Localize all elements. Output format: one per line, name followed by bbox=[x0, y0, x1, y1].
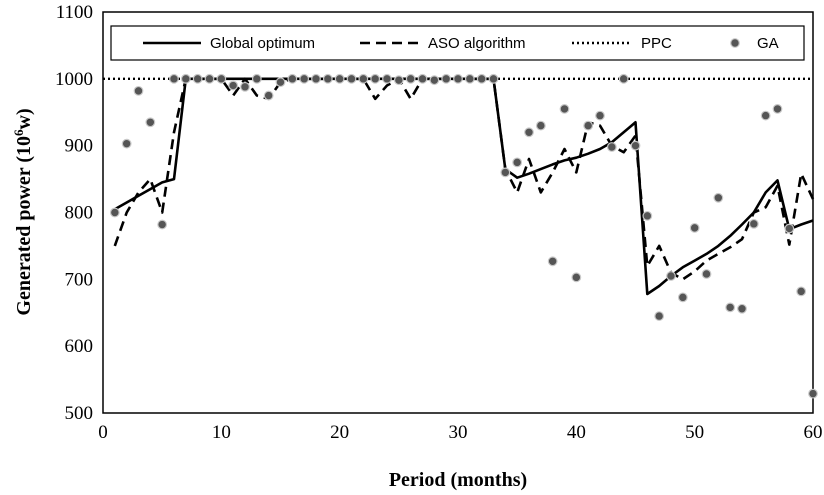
plot-area bbox=[103, 73, 818, 399]
ga-point bbox=[677, 292, 688, 303]
legend-label-ga: GA bbox=[757, 35, 779, 52]
ga-point bbox=[441, 73, 452, 84]
ga-point bbox=[417, 73, 428, 84]
ga-point bbox=[583, 120, 594, 131]
x-axis-title: Period (months) bbox=[389, 469, 527, 491]
x-tick-label: 60 bbox=[804, 422, 823, 443]
ga-point bbox=[689, 222, 700, 233]
plot-frame bbox=[102, 11, 814, 414]
ga-point bbox=[772, 104, 783, 114]
ga-point bbox=[405, 73, 416, 84]
ga-point bbox=[145, 117, 156, 128]
legend-label-global-optimum: Global optimum bbox=[210, 35, 315, 52]
y-axis-title-unit-sup: 6 bbox=[11, 129, 26, 136]
ga-point bbox=[547, 256, 558, 267]
y-axis-title-main: Generated power bbox=[13, 167, 35, 315]
y-axis-title-unit-post: w) bbox=[13, 108, 35, 129]
ga-point bbox=[251, 73, 262, 84]
ga-point bbox=[737, 303, 747, 314]
y-tick-label: 900 bbox=[65, 136, 94, 157]
global-optimum-line bbox=[114, 77, 814, 296]
ga-point bbox=[393, 75, 404, 86]
x-tick-label: 0 bbox=[98, 422, 108, 443]
ga-point bbox=[488, 73, 499, 84]
ga-point bbox=[595, 110, 605, 121]
ga-point bbox=[630, 140, 641, 151]
ga-point bbox=[784, 223, 795, 234]
ga-point bbox=[512, 157, 523, 168]
x-tick-label: 20 bbox=[330, 422, 349, 443]
y-tick-label: 600 bbox=[65, 336, 94, 357]
y-tick-label: 700 bbox=[65, 269, 94, 290]
legend-marker-ga bbox=[730, 38, 740, 48]
ga-point bbox=[453, 73, 463, 84]
ga-point bbox=[192, 73, 203, 84]
ga-point bbox=[666, 271, 676, 281]
ga-point bbox=[204, 73, 215, 84]
legend-label-aso-algorithm: ASO algorithm bbox=[428, 35, 526, 52]
ga-point bbox=[299, 73, 310, 84]
ga-point bbox=[157, 219, 168, 230]
ga-point bbox=[109, 207, 120, 218]
x-tick-label: 30 bbox=[449, 422, 468, 443]
ga-point bbox=[535, 120, 546, 131]
ga-point bbox=[606, 142, 617, 152]
y-axis-title-unit-pre: (10 bbox=[13, 136, 35, 163]
ga-point bbox=[796, 286, 807, 297]
ga-point bbox=[334, 73, 345, 84]
ga-point bbox=[358, 73, 369, 84]
ga-point bbox=[713, 192, 724, 203]
ga-point bbox=[287, 73, 298, 84]
legend: Global optimum ASO algorithm PPC GA bbox=[110, 25, 805, 61]
y-tick-label: 1000 bbox=[55, 69, 93, 90]
ga-point bbox=[654, 311, 665, 321]
y-axis-title: Generated power (106w) bbox=[11, 108, 36, 315]
legend-label-ppc: PPC bbox=[641, 35, 672, 52]
ga-point bbox=[464, 73, 475, 84]
ga-point bbox=[748, 218, 759, 229]
ga-point bbox=[311, 73, 321, 84]
y-tick-label: 1100 bbox=[56, 2, 93, 23]
ga-point bbox=[571, 272, 582, 283]
aso-algorithm-line bbox=[113, 77, 815, 281]
ga-point bbox=[370, 73, 381, 84]
ga-point bbox=[228, 80, 239, 91]
ga-point bbox=[476, 73, 487, 84]
x-tick-label: 40 bbox=[567, 422, 586, 443]
ga-point bbox=[121, 138, 132, 149]
ga-point bbox=[263, 90, 274, 101]
ga-point bbox=[429, 75, 440, 86]
ga-point bbox=[133, 85, 144, 96]
ga-point bbox=[524, 127, 534, 138]
legend-box bbox=[110, 25, 805, 61]
ga-point bbox=[180, 73, 191, 84]
axis-ticks: 500 600 700 800 900 1000 1100 0 10 20 30 40 50 60 bbox=[55, 2, 823, 443]
ga-point bbox=[169, 73, 179, 84]
ga-point bbox=[618, 73, 629, 84]
ga-point bbox=[725, 302, 736, 313]
y-tick-label: 800 bbox=[65, 203, 94, 224]
ga-point bbox=[216, 73, 227, 84]
y-tick-label: 500 bbox=[65, 403, 94, 424]
ga-point bbox=[322, 73, 333, 84]
ga-point bbox=[382, 73, 392, 84]
ga-point bbox=[559, 104, 570, 114]
ga-point bbox=[500, 167, 511, 178]
ga-point bbox=[642, 210, 653, 221]
ga-point bbox=[275, 77, 286, 88]
ga-point bbox=[346, 73, 357, 84]
ga-point bbox=[760, 110, 771, 121]
ga-point bbox=[701, 269, 712, 279]
ga-point bbox=[240, 81, 250, 92]
x-tick-label: 10 bbox=[212, 422, 231, 443]
x-tick-label: 50 bbox=[685, 422, 704, 443]
ga-point bbox=[808, 388, 818, 399]
